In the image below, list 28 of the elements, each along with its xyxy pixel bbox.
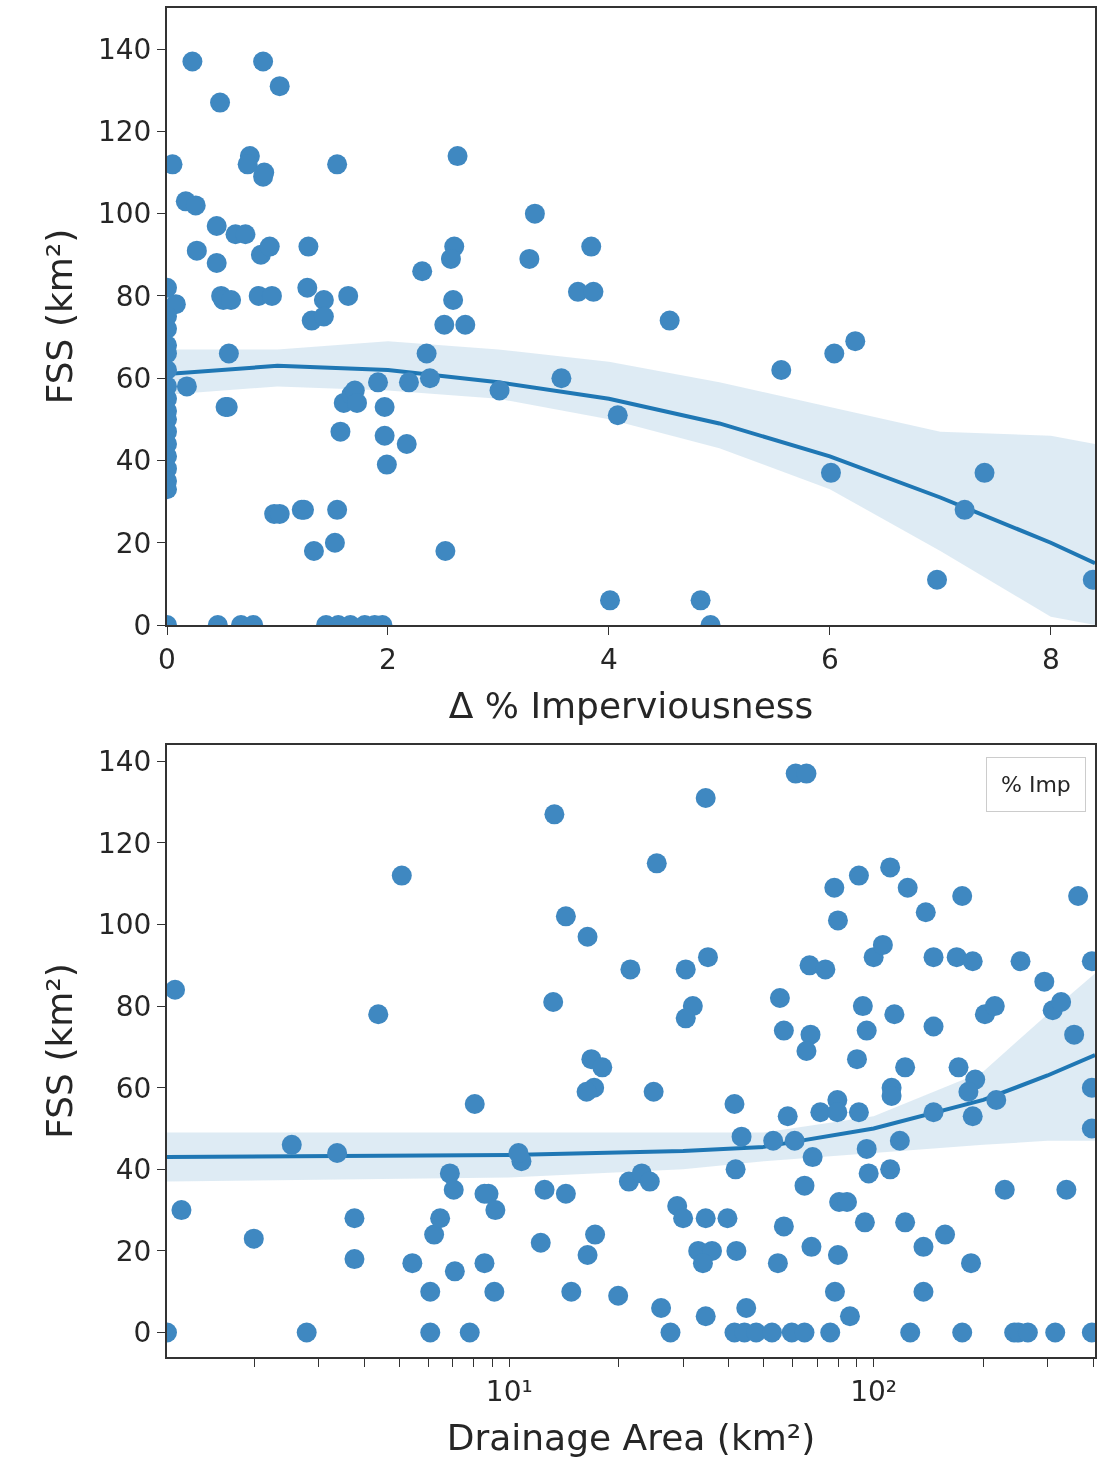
x-tick-label: 8: [1041, 642, 1060, 676]
x-tick-label: 2: [379, 642, 397, 676]
y-axis-title: FSS (km²): [39, 963, 81, 1139]
y-tick-label: 20: [115, 526, 152, 560]
x-tick-label: 0: [158, 642, 176, 676]
y-tick-label: 140: [97, 745, 152, 779]
y-tick-label: 20: [115, 1234, 152, 1268]
y-tick-label: 60: [115, 1071, 152, 1105]
x-axis-title: Δ % Imperviousness: [448, 684, 814, 726]
y-axis-title: FSS (km²): [39, 228, 81, 405]
legend-title: % Imp: [1001, 772, 1071, 797]
y-tick-label: 140: [97, 32, 152, 66]
y-tick-label: 80: [115, 989, 152, 1023]
y-tick-label: 0: [133, 608, 152, 642]
x-tick-label: 6: [820, 642, 839, 676]
y-tick-label: 120: [97, 826, 152, 860]
x-tick-label: 4: [599, 642, 618, 676]
y-tick-label: 40: [115, 1153, 152, 1187]
y-tick-label: 80: [115, 279, 152, 313]
y-tick-label: 60: [115, 362, 152, 395]
y-tick-label: 120: [97, 115, 152, 149]
y-tick-label: 40: [115, 444, 152, 478]
x-tick-label: 10²: [850, 1374, 898, 1408]
y-tick-label: 100: [97, 908, 152, 942]
x-axis-title: Drainage Area (km²): [446, 1416, 816, 1458]
y-tick-label: 0: [133, 1316, 152, 1350]
x-tick-label: 10¹: [485, 1374, 533, 1408]
y-tick-label: 100: [97, 197, 152, 231]
